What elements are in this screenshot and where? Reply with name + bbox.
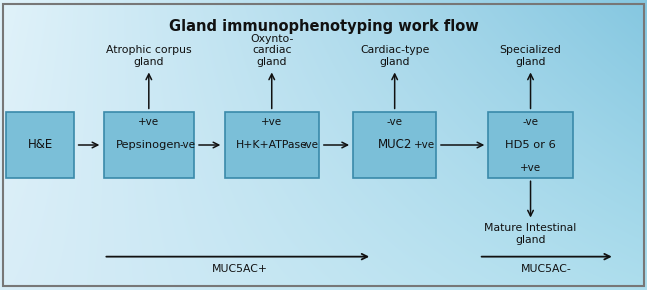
Text: +ve: +ve xyxy=(261,117,282,127)
Text: Atrophic corpus
gland: Atrophic corpus gland xyxy=(106,45,192,67)
Text: Specialized
gland: Specialized gland xyxy=(499,45,562,67)
FancyBboxPatch shape xyxy=(488,112,573,178)
FancyBboxPatch shape xyxy=(353,112,436,178)
Text: Cardiac-type
gland: Cardiac-type gland xyxy=(360,45,430,67)
Text: +ve: +ve xyxy=(520,163,541,173)
Text: MUC5AC+: MUC5AC+ xyxy=(212,264,267,274)
FancyBboxPatch shape xyxy=(6,112,74,178)
Text: H&E: H&E xyxy=(27,139,53,151)
Text: -ve: -ve xyxy=(179,140,195,150)
Text: MUC2: MUC2 xyxy=(377,139,412,151)
Text: +ve: +ve xyxy=(414,140,435,150)
Text: -ve: -ve xyxy=(523,117,538,127)
Text: Gland immunophenotyping work flow: Gland immunophenotyping work flow xyxy=(169,19,478,34)
Text: MUC5AC-: MUC5AC- xyxy=(521,264,572,274)
FancyBboxPatch shape xyxy=(104,112,194,178)
Text: Mature Intestinal
gland: Mature Intestinal gland xyxy=(485,223,576,245)
Text: -ve: -ve xyxy=(303,140,319,150)
Text: Oxynto-
cardiac
gland: Oxynto- cardiac gland xyxy=(250,34,294,67)
Text: H+K+ATPase: H+K+ATPase xyxy=(236,140,308,150)
Text: -ve: -ve xyxy=(387,117,402,127)
Text: Pepsinogen: Pepsinogen xyxy=(116,140,182,150)
FancyBboxPatch shape xyxy=(225,112,319,178)
Text: +ve: +ve xyxy=(138,117,159,127)
Text: HD5 or 6: HD5 or 6 xyxy=(505,140,556,150)
